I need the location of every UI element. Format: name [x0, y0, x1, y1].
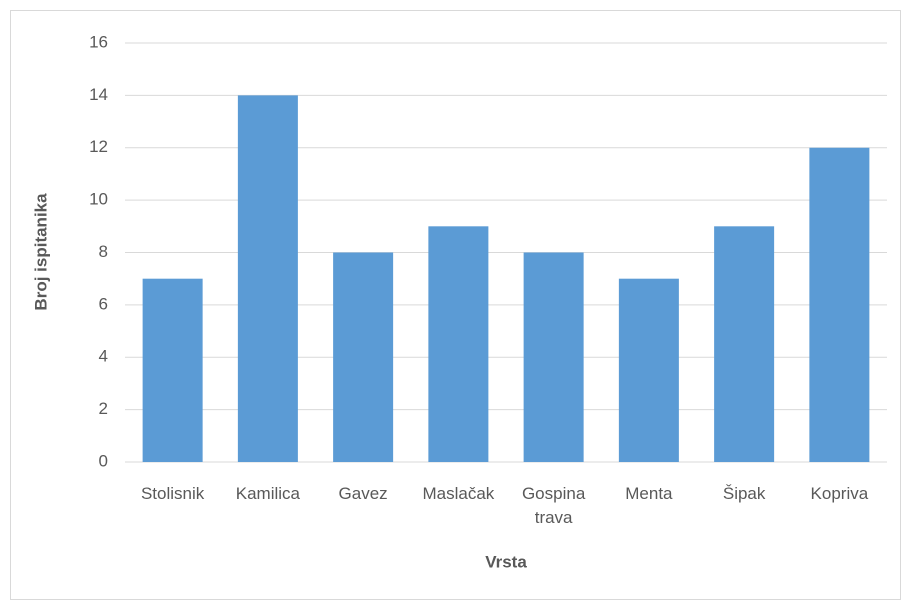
y-tick-label: 0	[99, 451, 108, 470]
bar	[714, 226, 775, 462]
y-tick-label: 10	[89, 190, 108, 209]
bar	[237, 95, 298, 462]
x-tick-label: Gavez	[338, 484, 388, 503]
bar	[618, 278, 679, 462]
y-tick-label: 8	[99, 242, 108, 261]
y-tick-label: 16	[89, 32, 108, 51]
bar	[809, 147, 870, 462]
x-tick-label: Menta	[625, 484, 673, 503]
y-axis-label: Broj ispitanika	[31, 193, 50, 311]
x-tick-label: Kopriva	[810, 484, 869, 503]
x-axis-label: Vrsta	[485, 552, 527, 571]
y-tick-label: 6	[99, 294, 108, 313]
bar	[333, 252, 394, 462]
x-tick-label: Gospina trava	[521, 484, 586, 527]
bar	[523, 252, 584, 462]
y-tick-label: 4	[99, 347, 108, 366]
y-tick-label: 14	[89, 85, 108, 104]
y-tick-label: 2	[99, 399, 108, 418]
x-tick-label: Maslačak	[422, 484, 495, 503]
x-tick-label: Stolisnik	[140, 484, 205, 503]
x-tick-label: Kamilica	[235, 484, 300, 503]
bar	[142, 278, 203, 462]
x-tick-label: Šipak	[722, 484, 766, 503]
y-tick-label: 12	[89, 137, 108, 156]
bar	[428, 226, 489, 462]
